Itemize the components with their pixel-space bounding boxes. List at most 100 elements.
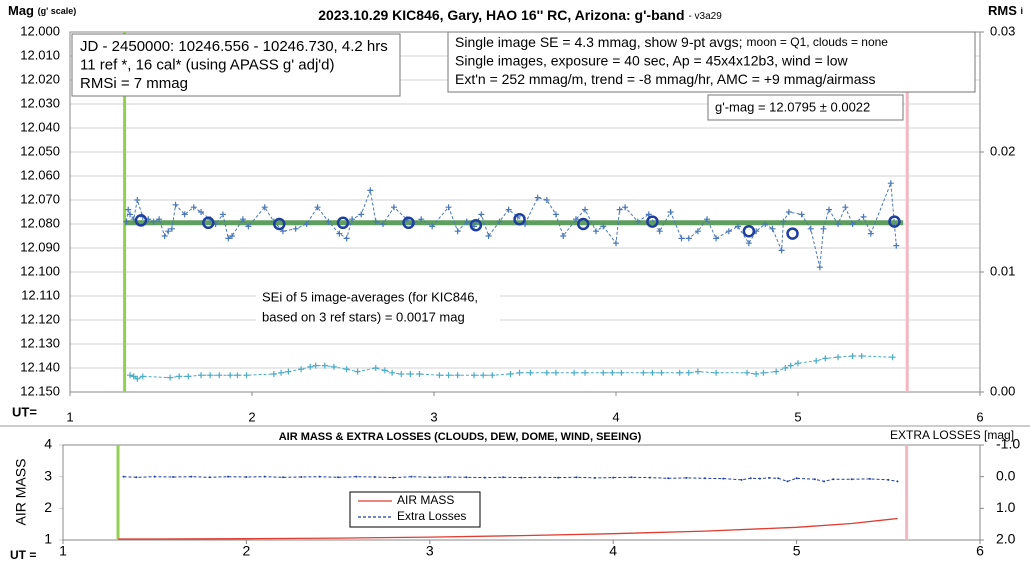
point: [516, 369, 523, 376]
point: [367, 187, 374, 194]
y-tick-label: 12.050: [20, 143, 60, 158]
y-tick-label: 4: [44, 436, 52, 452]
point: [392, 476, 395, 479]
y2-tick-label: 0.00: [990, 383, 1015, 398]
y2-tick-label: 0.02: [990, 143, 1015, 158]
point: [849, 353, 856, 359]
point: [282, 476, 285, 479]
point: [483, 476, 486, 479]
point: [496, 218, 503, 225]
x-tick-label: 3: [430, 409, 437, 424]
y-tick-label: 12.140: [20, 359, 60, 374]
point: [734, 223, 741, 230]
point: [582, 206, 589, 213]
point: [612, 476, 615, 479]
point: [744, 369, 751, 376]
point: [239, 216, 246, 223]
point: [219, 211, 226, 218]
annotation-part: Single image SE = 4.3 mmag, show 9-pt av…: [455, 34, 743, 50]
point: [330, 363, 337, 370]
y-tick-label: 12.010: [20, 47, 60, 62]
point: [552, 369, 559, 376]
point: [658, 369, 665, 376]
point: [502, 476, 505, 479]
point: [416, 371, 423, 377]
y-label-text: Mag: [8, 3, 34, 18]
point: [745, 240, 752, 247]
point: [314, 204, 321, 211]
point: [454, 228, 461, 235]
point: [740, 478, 743, 481]
point: [122, 475, 125, 478]
point: [156, 216, 163, 223]
point: [807, 225, 814, 232]
point: [694, 368, 701, 375]
y-tick-label: 12.060: [20, 167, 60, 182]
point: [889, 354, 896, 361]
legend-label: Extra Losses: [397, 509, 466, 523]
point: [358, 211, 365, 218]
point: [616, 206, 623, 213]
point: [572, 216, 579, 223]
y-tick-label: 12.040: [20, 119, 60, 134]
point: [273, 217, 286, 231]
point: [575, 476, 578, 479]
point: [207, 372, 214, 379]
y2-axis-label: EXTRA LOSSES [mag]: [890, 428, 1014, 442]
point: [245, 475, 248, 478]
point: [410, 475, 413, 478]
x-tick-label: 1: [59, 543, 67, 559]
point: [130, 373, 137, 380]
point: [336, 216, 350, 230]
point: [822, 355, 829, 362]
y-tick-label: 12.020: [20, 71, 60, 86]
point: [469, 218, 483, 232]
chart-title: 2023.10.29 KIC846, Gary, HAO 16'' RC, Ar…: [318, 7, 722, 23]
point: [645, 211, 652, 218]
point: [390, 204, 397, 211]
point: [261, 204, 268, 211]
point: [849, 221, 856, 227]
point: [278, 369, 285, 376]
point: [134, 214, 148, 227]
annotation: based on 3 ref stars) = 0.0017 mag: [262, 309, 465, 324]
point: [868, 477, 871, 480]
x-tick-label: 2: [248, 409, 255, 424]
point: [445, 204, 452, 211]
y-tick-label: 12.120: [20, 311, 60, 326]
point: [825, 206, 832, 213]
y2-tick-label: 0.03: [990, 23, 1015, 38]
point: [125, 206, 132, 213]
point: [593, 476, 596, 479]
point: [389, 369, 396, 376]
x-tick-label: 5: [793, 543, 801, 559]
point: [398, 371, 405, 377]
point: [300, 475, 303, 478]
point: [703, 477, 706, 480]
point: [168, 225, 175, 232]
y-tick-label: 2: [44, 499, 52, 515]
annotation: Single images, exposure = 40 sec, Ap = 4…: [455, 53, 849, 69]
y-tick-label: 1: [44, 531, 52, 547]
point: [888, 215, 901, 228]
point: [850, 478, 853, 481]
point: [312, 362, 319, 369]
point: [245, 223, 252, 230]
series-line: [118, 517, 898, 540]
x-axis-label: UT=: [12, 404, 37, 419]
point: [835, 354, 842, 361]
point: [798, 211, 805, 218]
point: [622, 204, 629, 211]
point: [298, 366, 305, 373]
point: [867, 230, 874, 237]
point: [768, 476, 771, 479]
point: [507, 371, 514, 377]
y2-label-note: i: [1021, 6, 1024, 16]
x-axis-label: UT =: [10, 548, 36, 562]
point: [134, 197, 141, 203]
point: [777, 477, 780, 480]
point: [123, 218, 130, 225]
point: [127, 372, 134, 379]
point: [600, 369, 607, 376]
